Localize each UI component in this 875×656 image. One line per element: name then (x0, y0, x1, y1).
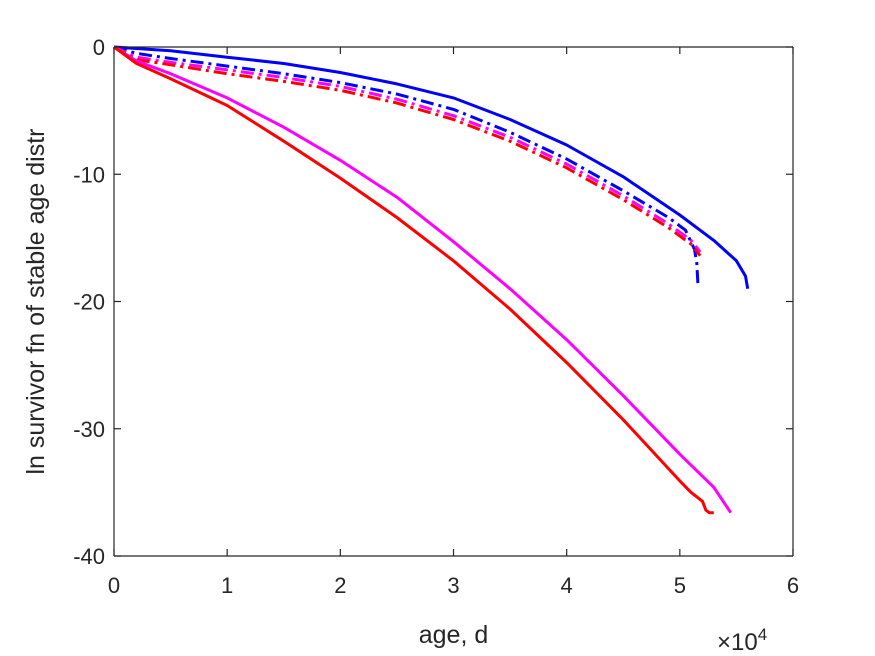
x-exponent-power: 4 (758, 625, 767, 644)
x-tick-label-5: 5 (674, 573, 686, 598)
series-layer (113, 45, 750, 515)
x-tick-label-0: 0 (108, 573, 120, 598)
x-tick-label-6: 6 (787, 573, 799, 598)
series-line-1 (113, 45, 750, 290)
series-line-3 (113, 45, 702, 253)
plot-area (114, 47, 793, 556)
labels-layer: age, d ln survivor fn of stable age dist… (22, 129, 767, 656)
x-exponent-label: ×104 (717, 625, 767, 656)
x-tick-label-3: 3 (447, 573, 459, 598)
y-tick-label-0: 0 (93, 35, 105, 60)
x-tick-label-2: 2 (334, 573, 346, 598)
series-line-6 (113, 45, 714, 515)
y-tick-label-4: -40 (73, 544, 105, 569)
y-tick-label-1: -10 (73, 162, 105, 187)
axes-layer: 0 1 2 3 4 5 6 0 -10 -20 -30 -40 (73, 35, 799, 598)
y-tick-label-3: -30 (73, 417, 105, 442)
y-tick-label-2: -20 (73, 290, 105, 315)
x-tick-label-4: 4 (561, 573, 573, 598)
series-line-5 (113, 45, 733, 514)
x-tick-label-1: 1 (221, 573, 233, 598)
series-line-4 (113, 45, 702, 257)
series-line-2 (113, 45, 700, 284)
y-axis-label: ln survivor fn of stable age distr (22, 129, 50, 475)
x-exponent-base: ×10 (717, 629, 758, 656)
x-axis-label: age, d (419, 621, 489, 649)
